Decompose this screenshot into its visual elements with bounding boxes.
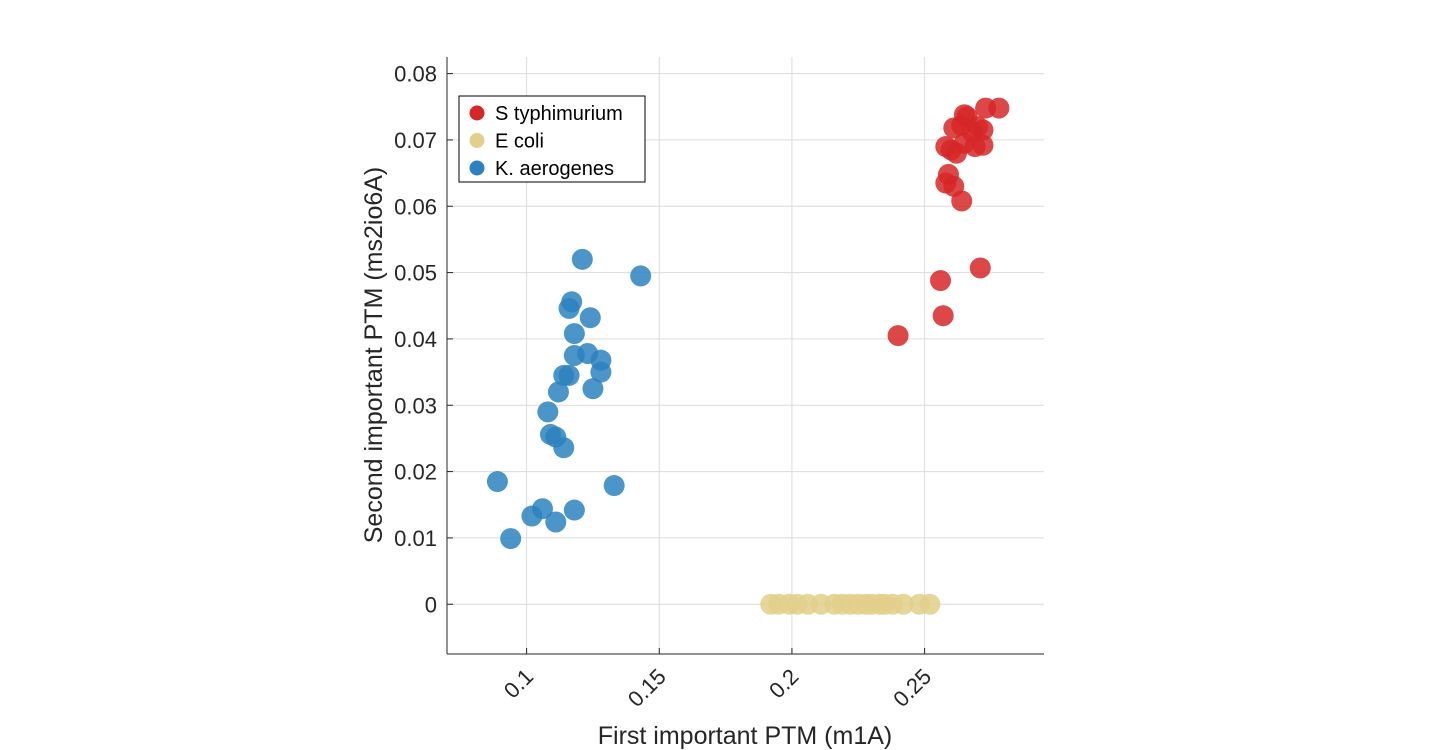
data-point <box>969 257 991 279</box>
y-tick-label: 0.04 <box>394 327 437 352</box>
data-point <box>577 343 599 365</box>
y-tick-label: 0 <box>425 592 437 617</box>
data-point <box>892 593 914 615</box>
data-point <box>563 499 585 521</box>
data-point <box>937 163 959 185</box>
x-tick-label: 0.25 <box>888 664 936 712</box>
legend-marker <box>469 133 485 148</box>
data-point <box>930 270 952 292</box>
data-point <box>532 498 554 520</box>
legend-marker <box>469 105 485 121</box>
legend-marker <box>469 160 485 176</box>
data-point <box>887 325 909 347</box>
legend-label: E coli <box>495 131 544 153</box>
data-point <box>537 401 559 423</box>
data-point <box>988 97 1010 119</box>
legend: S typhimurium E coli K. aerogenes <box>458 95 646 183</box>
data-points <box>486 97 1010 615</box>
series-s-typhimurium <box>887 97 1010 347</box>
x-tick-labels: 0.1 0.15 0.2 0.25 <box>499 648 936 712</box>
data-point <box>486 471 508 493</box>
data-point <box>545 511 567 533</box>
data-point <box>558 364 580 386</box>
data-point <box>571 248 593 270</box>
y-axis-title: Second important PTM (ms2io6A) <box>360 167 388 544</box>
y-tick-label: 0.03 <box>394 393 437 418</box>
data-point <box>603 475 625 497</box>
y-tick-label: 0.01 <box>394 526 437 551</box>
y-tick-label: 0.06 <box>394 194 437 219</box>
y-tick-label: 0.05 <box>394 261 437 286</box>
legend-label: S typhimurium <box>495 103 623 125</box>
x-tick-label: 0.15 <box>623 664 671 712</box>
x-axis-title: First important PTM (m1A) <box>598 722 892 750</box>
x-tick-label: 0.2 <box>764 664 803 703</box>
data-point <box>630 265 652 287</box>
data-point <box>500 528 522 550</box>
data-point <box>547 381 569 403</box>
series-e-coli <box>760 593 941 615</box>
data-point <box>919 593 941 615</box>
legend-label: K. aerogenes <box>495 158 614 180</box>
y-tick-labels: 0 0.01 0.02 0.03 0.04 0.05 0.06 0.07 0.08 <box>394 62 453 617</box>
data-point <box>961 121 983 143</box>
data-point <box>545 426 567 448</box>
data-point <box>579 307 601 329</box>
data-point <box>561 291 583 313</box>
legend-box <box>458 95 646 183</box>
data-point <box>582 378 604 400</box>
data-point <box>932 305 954 327</box>
y-tick-label: 0.07 <box>394 128 437 153</box>
x-tick-label: 0.1 <box>499 664 538 703</box>
data-point <box>563 323 585 345</box>
axes <box>446 57 1044 655</box>
y-tick-label: 0.02 <box>394 460 437 485</box>
y-tick-label: 0.08 <box>394 62 437 87</box>
series-k-aerogenes <box>486 248 652 550</box>
